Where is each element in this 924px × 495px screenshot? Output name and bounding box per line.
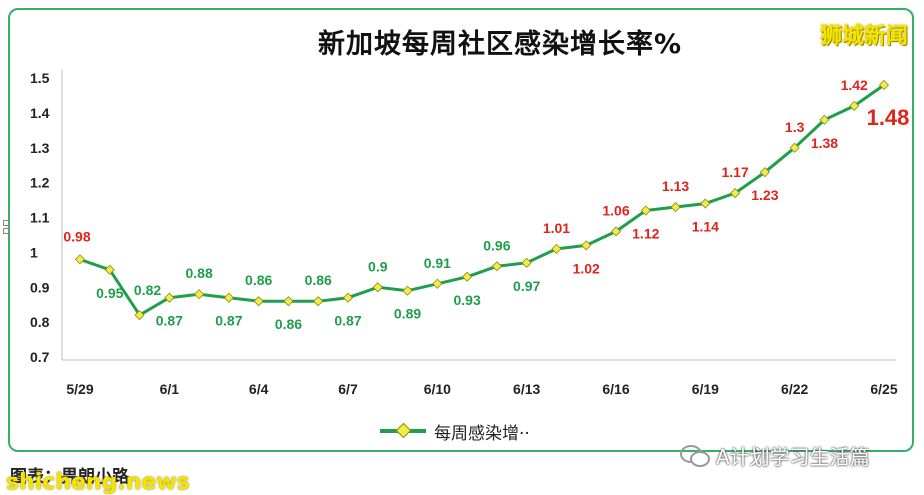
data-label: 0.86 (245, 272, 272, 288)
data-label: 0.93 (453, 292, 480, 308)
data-point-marker (551, 243, 562, 254)
y-tick-label: 1.2 (30, 175, 50, 191)
figure-caption: 图表：畀朗小路 (10, 467, 129, 487)
y-tick-label: 0.8 (30, 314, 50, 330)
data-point-marker (194, 289, 205, 300)
data-point-marker (819, 114, 830, 125)
x-tick-label: 6/1 (160, 381, 180, 397)
data-label: 1.02 (573, 260, 600, 276)
legend-label: 每周感染增·· (434, 423, 530, 444)
data-label: 0.89 (394, 306, 421, 322)
data-point-marker (462, 271, 473, 282)
legend-line-swatch (380, 422, 426, 439)
y-tick-label: 1.5 (30, 70, 50, 86)
data-label: 0.96 (483, 237, 510, 253)
data-label: 0.86 (305, 272, 332, 288)
brand-logo: 狮城新闻 (819, 24, 908, 49)
data-point-marker (759, 167, 770, 178)
wechat-account-label: A计划学习生活篇 (716, 445, 870, 469)
x-tick-label: 6/10 (424, 381, 451, 397)
x-tick-label: 6/4 (249, 381, 269, 397)
frame-handle (3, 220, 9, 226)
data-label: 1.14 (692, 219, 719, 235)
data-label: 1.13 (662, 178, 689, 194)
data-label: 1.38 (811, 135, 838, 151)
x-tick-label: 6/7 (338, 381, 358, 397)
y-tick-label: 1 (30, 244, 38, 260)
y-tick-label: 0.7 (30, 349, 50, 365)
x-tick-label: 6/25 (870, 381, 897, 397)
data-point-marker (253, 296, 264, 307)
data-point-marker (849, 100, 860, 111)
data-point-marker (74, 254, 86, 265)
data-point-marker (700, 198, 711, 209)
data-point-marker (283, 296, 294, 307)
data-label: 1.23 (751, 187, 778, 203)
data-label: 1.17 (721, 164, 748, 180)
data-point-marker (670, 201, 681, 213)
watermark: shicheng.news (6, 470, 190, 495)
data-point-marker (432, 278, 443, 289)
data-label: 1.01 (543, 220, 570, 236)
data-label: 1.42 (841, 77, 868, 93)
data-point-marker (581, 240, 592, 251)
data-point-marker (372, 282, 383, 293)
data-label: 0.91 (424, 255, 451, 271)
data-label: 0.87 (334, 313, 361, 329)
data-label: 0.98 (63, 228, 90, 244)
data-label: 0.86 (275, 316, 302, 332)
y-tick-label: 1.3 (30, 140, 50, 156)
x-tick-label: 6/19 (692, 381, 719, 397)
y-tick-label: 0.9 (30, 279, 50, 295)
wechat-icon (680, 444, 710, 467)
y-tick-label: 1.4 (30, 105, 50, 121)
data-label: 0.82 (134, 282, 161, 298)
data-label: 0.95 (96, 285, 123, 301)
x-tick-label: 6/22 (781, 381, 808, 397)
data-point-marker (730, 188, 741, 199)
data-label: 0.87 (156, 313, 183, 329)
data-label: 0.97 (513, 278, 540, 294)
data-point-marker (402, 285, 413, 296)
data-label: 1.3 (785, 119, 805, 135)
x-tick-label: 5/29 (66, 381, 93, 397)
data-label: 0.87 (215, 313, 242, 329)
data-point-marker (164, 292, 175, 303)
data-point-marker (789, 142, 800, 153)
chart-title: 新加坡每周社区感染增长率% (317, 29, 683, 60)
series-line (79, 83, 885, 317)
data-point-marker (610, 226, 622, 237)
legend-diamond-marker (395, 422, 412, 439)
data-point-marker (878, 79, 890, 91)
wechat-account: A计划学习生活篇 (680, 441, 870, 470)
data-label: 0.9 (368, 258, 388, 274)
data-label: 1.12 (632, 226, 659, 242)
data-label: 1.06 (602, 202, 629, 218)
y-tick-label: 1.1 (30, 210, 50, 226)
x-tick-label: 6/16 (602, 381, 629, 397)
frame-handle (3, 228, 9, 234)
data-point-marker (342, 292, 354, 303)
data-point-marker (640, 205, 651, 216)
chart-frame (8, 8, 914, 452)
x-tick-label: 6/13 (513, 381, 540, 397)
data-label: 1.48 (867, 105, 910, 130)
data-point-marker (104, 264, 115, 275)
chart-legend: 每周感染增·· (380, 420, 530, 444)
data-point-marker (134, 310, 145, 321)
data-point-marker (521, 257, 532, 268)
data-point-marker (313, 296, 324, 307)
data-point-marker (491, 261, 502, 272)
data-point-marker (223, 292, 234, 303)
data-label: 0.88 (185, 265, 212, 281)
